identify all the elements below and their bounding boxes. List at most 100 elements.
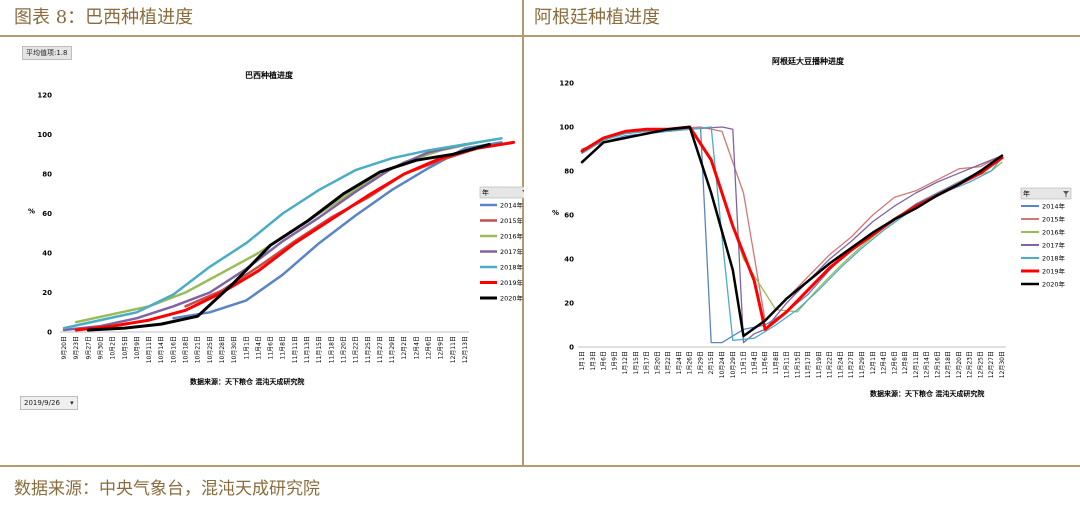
brazil-x-tick-label: 12月4日: [413, 336, 420, 359]
brazil-x-tick-label: 10月11日: [146, 336, 153, 363]
argentina-series-line: [581, 126, 1003, 344]
argentina-x-tick-label: 12月16日: [934, 351, 941, 378]
argentina-y-axis-label: %: [552, 209, 559, 217]
brazil-x-tick-label: 11月4日: [255, 336, 262, 359]
brazil-legend-label: 2017年: [500, 247, 524, 256]
argentina-x-tick-label: 1月9日: [611, 351, 618, 371]
vertical-divider: [522, 0, 524, 467]
filter-icon: [522, 190, 524, 193]
argentina-x-tick-label: 11月17日: [805, 351, 812, 378]
argentina-x-tick-label: 12月18日: [945, 351, 952, 378]
argentina-x-tick-label: 1月17日: [644, 351, 651, 374]
brazil-legend-label: 2020年: [500, 294, 524, 303]
argentina-x-tick-label: 1月12日: [622, 351, 629, 374]
brazil-series-line: [184, 147, 479, 308]
brazil-planting-chart: 巴西种植进度% 0 20 40 60 80 100 120 9月20日 9月23日 9月27日 9月3…: [28, 70, 524, 363]
date-filter-value: 2019/9/26: [24, 399, 60, 407]
argentina-legend-label: 2018年: [1042, 254, 1066, 263]
argentina-x-tick-label: 11月15日: [794, 351, 801, 378]
brazil-chart-title: 巴西种植进度: [245, 70, 294, 80]
argentina-x-tick-label: 11月27日: [848, 351, 855, 378]
argentina-planting-chart: 阿根廷大豆播种进度% 0 20 40 60 80 100 120 1月1日 1月3日 1月6日 1月9…: [552, 56, 1072, 378]
date-filter-dropdown[interactable]: 2019/9/26 ▾: [20, 396, 78, 410]
argentina-x-tick-label: 1月3日: [590, 351, 597, 371]
brazil-y-tick-label: 120: [37, 92, 52, 100]
chevron-down-icon: ▾: [70, 399, 74, 407]
argentina-source-note: 数据来源：天下粮仓 混沌天成研究院: [870, 390, 985, 398]
argentina-x-tick-label: 12月30日: [999, 351, 1006, 378]
brazil-source-note: 数据来源：天下粮仓 混沌天成研究院: [190, 378, 305, 386]
argentina-series-line: [580, 125, 1004, 338]
argentina-x-tick-label: 11月24日: [837, 351, 844, 378]
argentina-series-line: [581, 126, 1003, 344]
brazil-x-tick-label: 11月29日: [389, 336, 396, 363]
argentina-legend-title: 年: [1023, 189, 1030, 198]
argentina-chart-title: 阿根廷大豆播种进度: [772, 56, 845, 66]
argentina-x-tick-label: 1月29日: [697, 351, 704, 374]
argentina-x-tick-label: 11月22日: [827, 351, 834, 378]
argentina-series-line: [581, 126, 1003, 313]
brazil-x-tick-label: 10月9日: [134, 336, 141, 359]
argentina-y-tick-label: 80: [564, 168, 574, 176]
brazil-legend-label: 2019年: [500, 278, 524, 287]
brazil-x-tick-label: 10月14日: [158, 336, 165, 363]
brazil-y-tick-label: 20: [42, 289, 52, 297]
argentina-series-line: [581, 126, 1003, 322]
brazil-x-tick-label: 10月25日: [207, 336, 214, 363]
brazil-legend-header: [479, 186, 524, 199]
brazil-x-tick-label: 9月23日: [73, 336, 80, 359]
argentina-x-tick-label: 2月15日: [708, 351, 715, 374]
filter-icon: [1063, 191, 1069, 197]
brazil-x-tick-label: 10月30日: [231, 336, 238, 363]
brazil-x-tick-label: 11月20日: [340, 336, 347, 363]
brazil-x-tick-label: 12月6日: [426, 336, 433, 359]
top-divider: [0, 35, 1080, 37]
brazil-x-tick-label: 10月2日: [110, 336, 117, 359]
brazil-x-tick-label: 11月18日: [328, 336, 335, 363]
argentina-x-tick-label: 12月14日: [924, 351, 931, 378]
argentina-x-tick-label: 11月19日: [816, 351, 823, 378]
argentina-x-tick-label: 1月20日: [654, 351, 661, 374]
left-panel-heading: 图表 8：巴西种植进度: [14, 7, 194, 28]
brazil-x-tick-label: 10月21日: [195, 336, 202, 363]
argentina-x-tick-label: 12月6日: [891, 351, 898, 374]
brazil-y-tick-label: 60: [42, 210, 52, 218]
argentina-x-tick-label: 12月25日: [977, 351, 984, 378]
argentina-x-tick-label: 12月11日: [913, 351, 920, 378]
brazil-y-tick-label: 40: [42, 250, 52, 258]
brazil-legend-label: 2014年: [500, 201, 524, 210]
brazil-legend-label: 2016年: [500, 232, 524, 241]
argentina-legend-label: 2015年: [1042, 215, 1066, 224]
argentina-x-tick-label: 12月23日: [967, 351, 974, 378]
brazil-y-tick-label: 0: [47, 329, 52, 337]
argentina-x-tick-label: 1月15日: [633, 351, 640, 374]
argentina-legend-label: 2019年: [1042, 267, 1066, 276]
argentina-x-tick-label: 1月6日: [601, 351, 608, 371]
brazil-x-tick-label: 11月25日: [365, 336, 372, 363]
argentina-x-tick-label: 11月11日: [784, 351, 791, 378]
brazil-legend-title: 年: [482, 188, 489, 197]
brazil-x-tick-label: 11月1日: [243, 336, 250, 359]
brazil-x-tick-label: 9月30日: [97, 336, 104, 359]
pivot-field-button[interactable]: 平均值项:1.8: [22, 46, 72, 60]
argentina-legend-label: 2014年: [1042, 202, 1066, 211]
argentina-x-tick-label: 12月27日: [988, 351, 995, 378]
brazil-series-line: [62, 137, 503, 330]
brazil-x-tick-label: 9月20日: [61, 336, 68, 359]
brazil-x-tick-label: 11月27日: [377, 336, 384, 363]
brazil-series-line: [74, 140, 516, 332]
brazil-legend-label: 2015年: [500, 216, 524, 225]
brazil-x-tick-label: 11月22日: [353, 336, 360, 363]
argentina-x-tick-label: 11月29日: [859, 351, 866, 378]
argentina-x-tick-label: 10月29日: [730, 351, 737, 378]
brazil-x-tick-label: 10月5日: [122, 336, 129, 359]
argentina-x-tick-label: 1月24日: [676, 351, 683, 374]
argentina-y-tick-label: 40: [564, 256, 574, 264]
footer-source: 数据来源：中央气象台，混沌天成研究院: [14, 479, 320, 499]
argentina-y-tick-label: 100: [559, 124, 574, 132]
argentina-x-tick-label: 12月8日: [902, 351, 909, 374]
brazil-x-tick-label: 10月28日: [219, 336, 226, 363]
brazil-y-tick-label: 100: [37, 131, 52, 139]
argentina-x-tick-label: 1月1日: [579, 351, 586, 371]
argentina-x-tick-label: 10月24日: [719, 351, 726, 378]
